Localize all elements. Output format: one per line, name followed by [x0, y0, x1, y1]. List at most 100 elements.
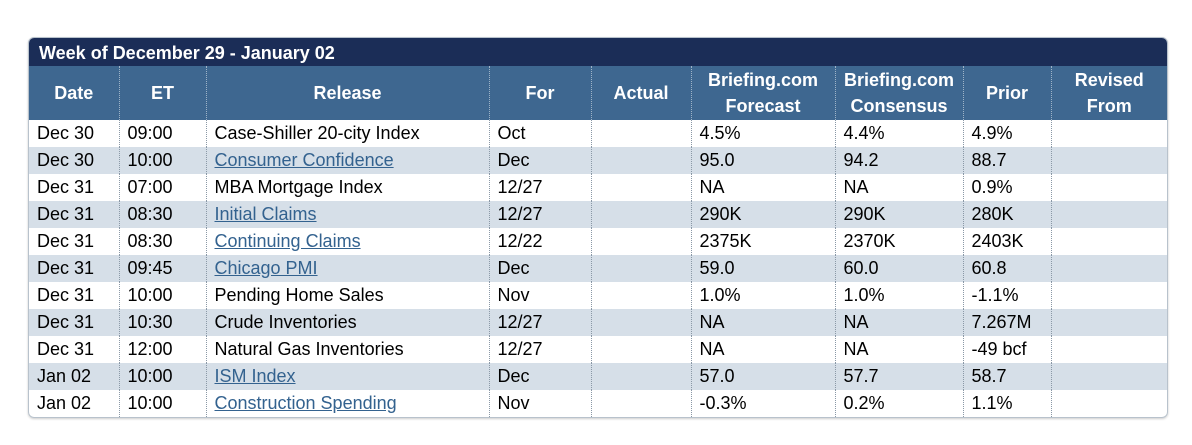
- column-header: ET: [118, 66, 206, 120]
- prior-cell: 58.7: [962, 363, 1051, 390]
- consensus-cell: NA: [834, 336, 963, 363]
- prior-cell: 4.9%: [962, 120, 1051, 147]
- release-link[interactable]: Construction Spending: [214, 393, 397, 413]
- for-cell: Dec: [488, 363, 591, 390]
- table-row: Dec 31 09:45 Chicago PMI Dec 59.0 60.0 60.8: [29, 255, 1167, 282]
- empty-cell: [590, 390, 691, 417]
- empty-cell: [1050, 120, 1167, 147]
- consensus-cell: 290K: [834, 201, 963, 228]
- release-cell: Continuing Claims: [205, 228, 489, 255]
- consensus-cell: 60.0: [834, 255, 963, 282]
- release-cell: Case-Shiller 20-city Index: [205, 120, 489, 147]
- column-header: Actual: [590, 66, 691, 120]
- consensus-cell: 0.2%: [834, 390, 963, 417]
- for-cell: 12/22: [488, 228, 591, 255]
- table-row: Dec 31 08:30 Initial Claims 12/27 290K 290K 28…: [29, 201, 1167, 228]
- et-cell: 10:30: [118, 309, 206, 336]
- empty-cell: [590, 363, 691, 390]
- release-cell: Natural Gas Inventories: [205, 336, 489, 363]
- et-cell: 09:45: [118, 255, 206, 282]
- date-cell: Dec 31: [29, 201, 119, 228]
- empty-cell: [1050, 336, 1167, 363]
- forecast-cell: NA: [690, 336, 835, 363]
- empty-cell: [590, 174, 691, 201]
- column-header: Briefing.com Forecast: [690, 66, 835, 120]
- for-cell: 12/27: [488, 201, 591, 228]
- empty-cell: [1050, 201, 1167, 228]
- empty-cell: [590, 336, 691, 363]
- table-row: Dec 30 10:00 Consumer Confidence Dec 95.0 94.…: [29, 147, 1167, 174]
- consensus-cell: 4.4%: [834, 120, 963, 147]
- prior-cell: 2403K: [962, 228, 1051, 255]
- empty-cell: [590, 120, 691, 147]
- header-row: Date ET Release For Actual Briefing.com Forec…: [29, 66, 1167, 120]
- column-header: For: [488, 66, 591, 120]
- release-cell: Pending Home Sales: [205, 282, 489, 309]
- forecast-cell: -0.3%: [690, 390, 835, 417]
- date-cell: Dec 30: [37, 123, 95, 143]
- empty-cell: [1050, 228, 1167, 255]
- prior-cell: 60.8: [962, 255, 1051, 282]
- et-cell: 08:30: [118, 228, 206, 255]
- empty-cell: [590, 201, 691, 228]
- release-cell: ISM Index: [205, 363, 489, 390]
- date-cell: Dec 31: [37, 339, 95, 359]
- forecast-cell: NA: [690, 309, 835, 336]
- table-row: Dec 30 09:00 Case-Shiller 20-city Index Oct…: [29, 120, 1167, 147]
- date-cell: Dec 30: [29, 147, 119, 174]
- empty-cell: [590, 282, 691, 309]
- consensus-cell: NA: [834, 174, 963, 201]
- date-cell: Jan 02: [29, 363, 119, 390]
- forecast-cell: NA: [690, 174, 835, 201]
- for-cell: Dec: [488, 255, 591, 282]
- date-cell: Dec 31: [29, 255, 119, 282]
- table-row: Dec 31 08:30 Continuing Claims 12/22 2375K 23…: [29, 228, 1167, 255]
- empty-cell: [1050, 147, 1167, 174]
- et-cell: 10:00: [118, 147, 206, 174]
- date-cell: Jan 02: [37, 393, 92, 413]
- release-link[interactable]: Consumer Confidence: [214, 150, 394, 170]
- et-cell: 10:00: [118, 363, 206, 390]
- release-cell: Initial Claims: [205, 201, 489, 228]
- table-body: Dec 30 09:00 Case-Shiller 20-city Index Oct…: [29, 120, 1167, 417]
- date-cell: Dec 31: [29, 309, 119, 336]
- release-link[interactable]: Continuing Claims: [214, 231, 361, 251]
- et-cell: 09:00: [118, 120, 206, 147]
- empty-cell: [1050, 255, 1167, 282]
- empty-cell: [1050, 309, 1167, 336]
- release-cell: Construction Spending: [205, 390, 489, 417]
- calendar-table: Date ET Release For Actual Briefing.com Forec…: [29, 66, 1167, 417]
- prior-cell: -49 bcf: [962, 336, 1051, 363]
- consensus-cell: 57.7: [834, 363, 963, 390]
- release-cell: Chicago PMI: [205, 255, 489, 282]
- release-link[interactable]: Initial Claims: [214, 204, 317, 224]
- release-link[interactable]: ISM Index: [214, 366, 296, 386]
- column-header: Date: [29, 66, 119, 120]
- table-row: Dec 31 10:00 Pending Home Sales Nov 1.0% 1.0%…: [29, 282, 1167, 309]
- forecast-cell: 95.0: [690, 147, 835, 174]
- forecast-cell: 1.0%: [690, 282, 835, 309]
- forecast-cell: 2375K: [690, 228, 835, 255]
- table-row: Dec 31 10:30 Crude Inventories 12/27 NA NA 7.2…: [29, 309, 1167, 336]
- release-cell: Consumer Confidence: [205, 147, 489, 174]
- table-row: Dec 31 07:00 MBA Mortgage Index 12/27 NA NA 0.…: [29, 174, 1167, 201]
- table-row: Jan 02 10:00 ISM Index Dec 57.0 57.7 58.7: [29, 363, 1167, 390]
- panel-title: Week of December 29 - January 02: [29, 38, 1167, 66]
- for-cell: Nov: [488, 390, 591, 417]
- forecast-cell: 59.0: [690, 255, 835, 282]
- for-cell: Dec: [488, 147, 591, 174]
- date-cell: Dec 31: [37, 285, 95, 305]
- consensus-cell: 2370K: [834, 228, 963, 255]
- for-cell: Oct: [488, 120, 591, 147]
- for-cell: 12/27: [488, 336, 591, 363]
- release-link[interactable]: Chicago PMI: [214, 258, 318, 278]
- table-row: Jan 02 10:00 Construction Spending Nov -0.3%…: [29, 390, 1167, 417]
- column-header: Release: [205, 66, 489, 120]
- release-cell: MBA Mortgage Index: [205, 174, 489, 201]
- et-cell: 07:00: [118, 174, 206, 201]
- for-cell: 12/27: [488, 174, 591, 201]
- consensus-cell: NA: [834, 309, 963, 336]
- column-header: Prior: [962, 66, 1051, 120]
- prior-cell: 0.9%: [962, 174, 1051, 201]
